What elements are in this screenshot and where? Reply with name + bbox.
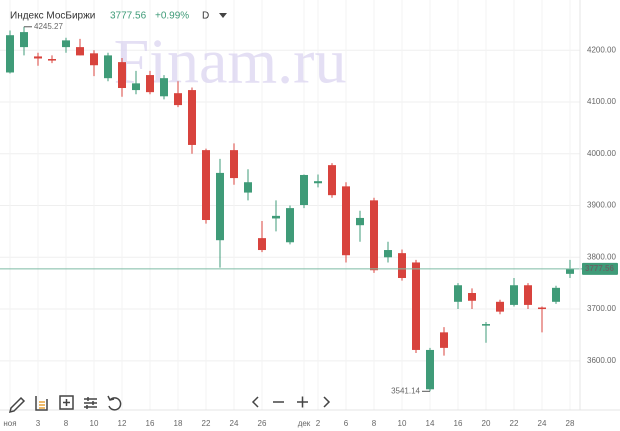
candle-body (482, 324, 490, 326)
candle-body (20, 32, 28, 48)
candle-body (34, 56, 42, 59)
candle-body (552, 287, 560, 302)
candle-body (258, 238, 266, 251)
last-price-label: 3777.56 (585, 264, 614, 273)
x-tick-label: 26 (258, 419, 267, 428)
x-tick-label: 16 (454, 419, 463, 428)
candle-body (370, 200, 378, 271)
candle-body (48, 59, 56, 61)
candle-body (412, 262, 420, 350)
candle-body (216, 172, 224, 241)
plot: 4245.27 3541.14 (0, 22, 582, 395)
min-label: 3541.14 (391, 386, 420, 395)
x-tick-label: 20 (482, 419, 491, 428)
x-tick-label: 28 (566, 419, 575, 428)
y-tick-label: 3600.00 (587, 356, 616, 365)
y-tick-label: 4100.00 (587, 97, 616, 106)
x-tick-label: дек (298, 419, 311, 428)
header: Индекс МосБиржи 3777.56 +0.99% D (10, 11, 227, 22)
candle-body (132, 83, 140, 91)
candle-body (76, 47, 84, 56)
x-tick-label: 3 (36, 419, 41, 428)
candle-body (244, 182, 252, 193)
add-tool[interactable] (59, 395, 74, 410)
candle-body (202, 150, 210, 221)
scroll-left[interactable] (251, 396, 259, 408)
y-tick-label: 3700.00 (587, 304, 616, 313)
candle-body (496, 301, 504, 312)
x-tick-label: 8 (64, 419, 69, 428)
y-tick-label: 4000.00 (587, 149, 616, 158)
x-tick-label: 22 (202, 419, 211, 428)
settings-tool[interactable] (84, 397, 97, 409)
candle-body (300, 174, 308, 205)
candle-body (440, 332, 448, 348)
candle-body (118, 62, 126, 89)
y-tick-label: 4200.00 (587, 45, 616, 54)
draw-tool[interactable] (8, 396, 26, 414)
last-price-box (582, 262, 618, 275)
x-tick-label: 16 (146, 419, 155, 428)
x-tick-label: 10 (398, 419, 407, 428)
candle-body (146, 75, 154, 93)
candle-body (398, 253, 406, 278)
y-tick-label: 3800.00 (587, 252, 616, 261)
candle-body (538, 307, 546, 310)
x-tick-label: 2 (316, 419, 321, 428)
x-tick-label: 10 (90, 419, 99, 428)
candle-body (62, 40, 70, 48)
candle-body (510, 285, 518, 305)
price: 3777.56 (110, 11, 147, 22)
x-tick-label: 22 (510, 419, 519, 428)
interval-dropdown[interactable] (219, 13, 227, 18)
candle-body (342, 186, 350, 256)
candle-body (426, 349, 434, 390)
zoom-in[interactable] (297, 396, 308, 408)
candle-body (230, 150, 238, 179)
candle-body (90, 53, 98, 66)
candle-body (566, 268, 574, 274)
candle-body (384, 250, 392, 258)
candle-body (524, 285, 532, 305)
candle-body (454, 285, 462, 302)
change: +0.99% (155, 11, 189, 22)
candle-body (104, 55, 112, 79)
interval[interactable]: D (202, 11, 209, 22)
x-tick-label: 24 (538, 419, 547, 428)
scroll-right[interactable] (323, 396, 331, 408)
candle-body (188, 90, 196, 145)
max-label: 4245.27 (34, 22, 63, 31)
candle-body (286, 208, 294, 243)
toolbar (8, 395, 331, 414)
candle-body (6, 35, 14, 73)
x-tick-label: 14 (426, 419, 435, 428)
x-tick-label: 18 (174, 419, 183, 428)
candle-body (314, 181, 322, 184)
x-tick-label: 8 (372, 419, 377, 428)
x-tick-label: ноя (3, 419, 16, 428)
candle-body (160, 78, 168, 97)
x-tick-label: 12 (118, 419, 127, 428)
candle-body (174, 93, 182, 106)
candle-body (328, 165, 336, 196)
indicators-tool[interactable] (35, 396, 48, 411)
reset-tool[interactable] (107, 395, 122, 411)
candle-body (468, 293, 476, 301)
candle-body (356, 217, 364, 226)
x-tick-label: 6 (344, 419, 349, 428)
x-tick-label: 24 (230, 419, 239, 428)
y-tick-label: 3900.00 (587, 201, 616, 210)
symbol: Индекс МосБиржи (10, 11, 95, 22)
candle-body (272, 215, 280, 219)
